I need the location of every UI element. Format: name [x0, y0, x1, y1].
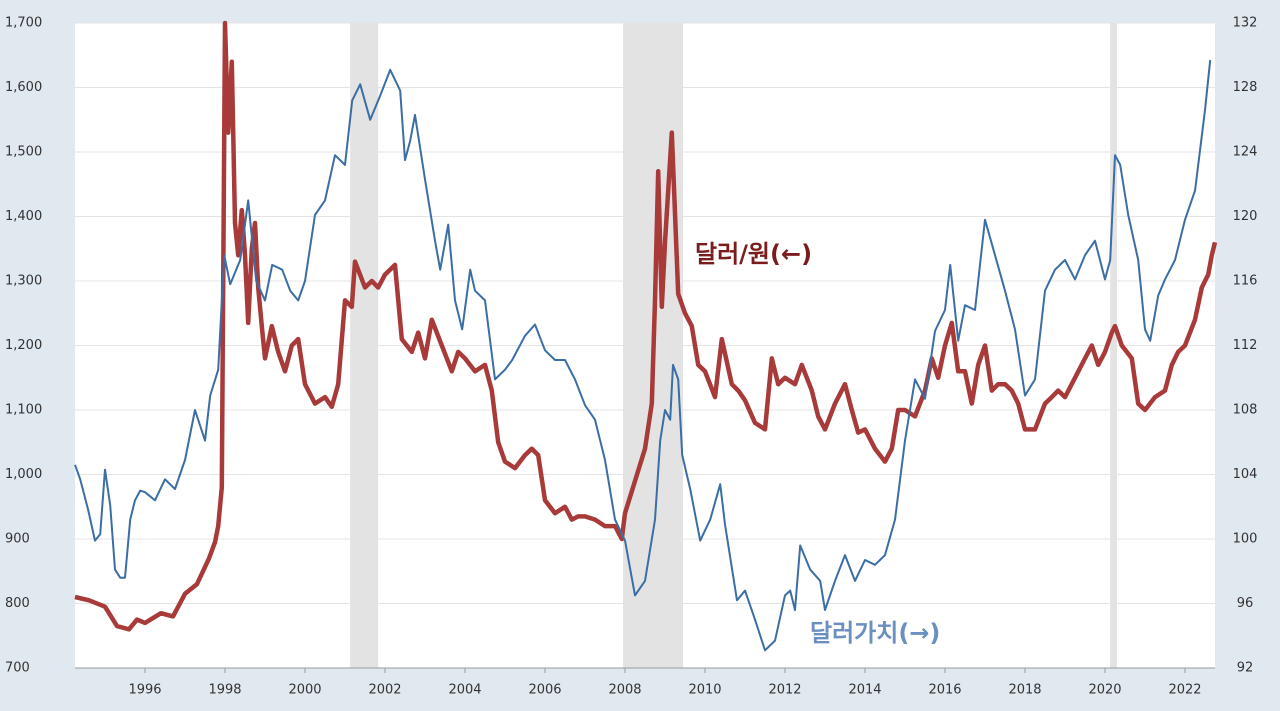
x-tick-label: 1996: [128, 683, 161, 698]
x-tick-label: 2016: [928, 683, 961, 698]
y2-tick-label: 120: [1233, 209, 1258, 224]
series-label: 달러/원(←): [695, 240, 812, 268]
x-tick-label: 2010: [688, 683, 721, 698]
x-tick-label: 2006: [528, 683, 561, 698]
x-tick-label: 2008: [608, 683, 641, 698]
y2-tick-label: 108: [1233, 403, 1258, 418]
y-tick-label: 1,100: [5, 403, 42, 418]
series-label: 달러가치(→): [810, 619, 940, 647]
x-tick-label: 2002: [368, 683, 401, 698]
y-tick-label: 1,000: [5, 467, 42, 482]
y2-tick-label: 92: [1237, 661, 1254, 676]
x-tick-label: 2020: [1088, 683, 1121, 698]
y-tick-label: 1,300: [5, 274, 42, 289]
x-tick-label: 2018: [1008, 683, 1041, 698]
y-tick-label: 1,500: [5, 145, 42, 160]
series-line: [74, 59, 1212, 652]
y2-tick-label: 128: [1233, 80, 1258, 95]
y-tick-label: 1,200: [5, 338, 42, 353]
x-tick-label: 2014: [848, 683, 881, 698]
x-tick-label: 2022: [1168, 683, 1201, 698]
y2-tick-label: 96: [1237, 596, 1254, 611]
y2-tick-label: 104: [1233, 467, 1258, 482]
x-tick-label: 2004: [448, 683, 481, 698]
series-line: [74, 20, 1218, 632]
y-tick-label: 900: [5, 532, 30, 547]
x-tick-label: 2000: [288, 683, 321, 698]
y-tick-label: 1,600: [5, 80, 42, 95]
y2-tick-label: 100: [1233, 532, 1258, 547]
y2-tick-label: 132: [1233, 16, 1258, 31]
y2-tick-label: 124: [1233, 145, 1258, 160]
y-tick-label: 1,700: [5, 16, 42, 31]
x-tick-label: 1998: [208, 683, 241, 698]
y-tick-label: 1,400: [5, 209, 42, 224]
x-tick-label: 2012: [768, 683, 801, 698]
y2-tick-label: 112: [1233, 338, 1258, 353]
y2-tick-label: 116: [1233, 274, 1258, 289]
y-tick-label: 700: [5, 661, 30, 676]
y-tick-label: 800: [5, 596, 30, 611]
